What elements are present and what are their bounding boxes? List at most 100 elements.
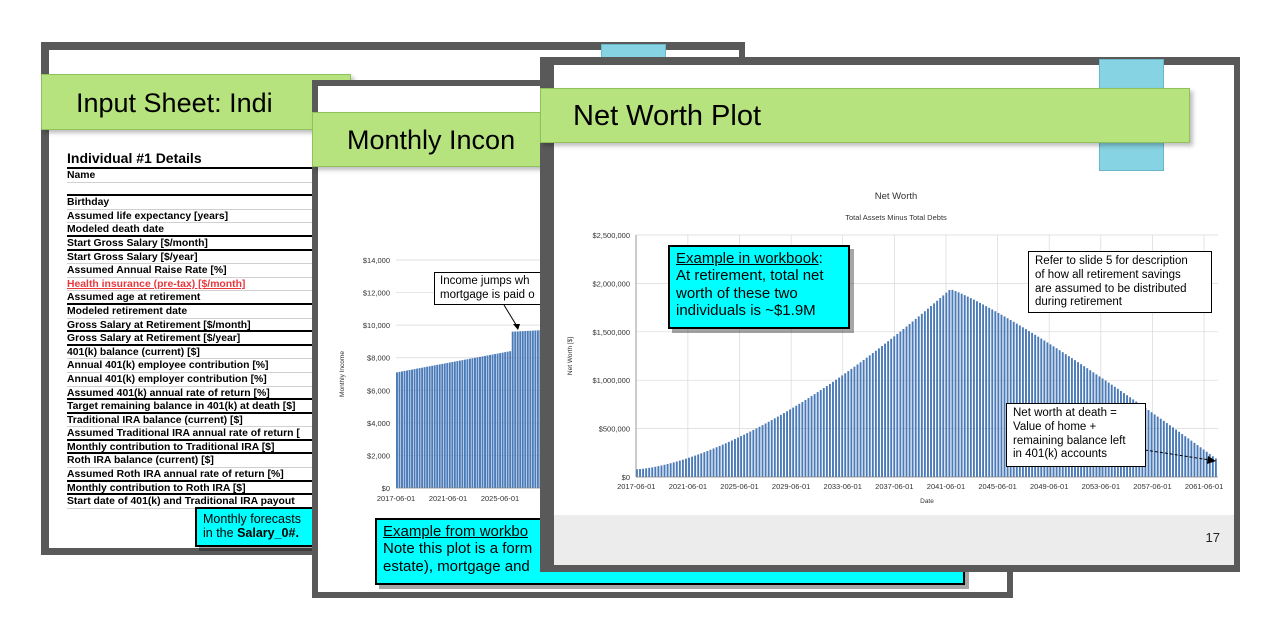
net-worth-bar <box>776 416 779 477</box>
net-worth-bar <box>963 295 966 477</box>
x-tick-label: 2033-06-01 <box>824 482 862 491</box>
income-bar <box>446 362 449 488</box>
net-worth-bar <box>887 341 890 477</box>
net-worth-bar <box>911 321 914 477</box>
x-tick-label: 2017-06-01 <box>617 482 655 491</box>
net-worth-bar <box>933 303 936 477</box>
net-worth-bar <box>905 326 908 477</box>
net-worth-bar <box>779 414 782 477</box>
net-worth-bar <box>1000 314 1003 477</box>
net-worth-bar <box>841 375 844 477</box>
x-axis-label: Date <box>920 498 934 505</box>
refer-line4: during retirement <box>1035 296 1122 309</box>
net-worth-bar <box>874 350 877 477</box>
net-worth-bar <box>1202 449 1205 477</box>
net-worth-bar <box>798 403 801 477</box>
net-worth-bar <box>979 302 981 477</box>
x-tick-label: 2057-06-01 <box>1133 482 1171 491</box>
callout-line1: Income jumps wh <box>440 275 530 287</box>
net-worth-bar <box>927 308 929 477</box>
net-worth-bar <box>939 298 942 477</box>
net-worth-bar <box>675 461 678 477</box>
income-bar <box>486 355 489 488</box>
net-worth-bar <box>1214 458 1217 477</box>
refer-line3: are assumed to be distributed <box>1035 282 1187 295</box>
income-bar <box>436 364 439 488</box>
y-tick-label: $1,000,000 <box>592 376 630 385</box>
net-worth-bar <box>1015 323 1018 477</box>
income-bar <box>418 368 421 488</box>
net-worth-bar <box>923 311 926 477</box>
net-worth-bar <box>1162 420 1165 477</box>
net-worth-bar <box>969 298 972 477</box>
net-worth-bar <box>988 307 991 477</box>
slide-2-note-line2: Note this plot is a form <box>383 540 533 558</box>
net-worth-bar <box>724 443 727 477</box>
net-worth-bar <box>951 289 954 477</box>
income-bar <box>521 331 524 488</box>
net-worth-bar <box>862 359 865 477</box>
net-worth-bar <box>1196 445 1199 477</box>
net-worth-bar <box>825 385 828 477</box>
net-worth-bar <box>856 364 859 477</box>
death-note-arrow <box>1144 449 1211 461</box>
income-bar <box>416 368 419 488</box>
slide-3-title: Net Worth Plot <box>540 88 1190 143</box>
example-line2: At retirement, total net <box>676 267 824 285</box>
net-worth-bar <box>691 456 694 477</box>
net-worth-bar <box>920 313 923 477</box>
chart-title: Net Worth <box>875 191 918 202</box>
net-worth-bar <box>669 463 672 477</box>
table-heading: Individual #1 Details <box>67 150 312 169</box>
x-tick-label: 2037-06-01 <box>875 482 913 491</box>
net-worth-bar <box>942 295 945 477</box>
net-worth-bar <box>648 467 651 477</box>
net-worth-bar <box>1003 316 1006 477</box>
net-worth-bar <box>639 468 641 477</box>
income-bar <box>499 353 502 488</box>
table-row: Birthday <box>67 196 312 210</box>
income-bar <box>511 331 514 488</box>
net-worth-bar <box>1172 427 1174 477</box>
net-worth-bar <box>709 449 712 477</box>
table-row: Name <box>67 169 312 183</box>
income-bar <box>406 370 408 488</box>
table-row: Roth IRA balance (current) [$] <box>67 454 312 469</box>
net-worth-bar <box>773 418 776 477</box>
income-bar <box>458 360 461 488</box>
individual-details-table: Individual #1 Details Name Birthday Assume… <box>67 150 312 509</box>
income-bar <box>529 330 532 488</box>
y-tick-label: $2,000,000 <box>592 279 630 288</box>
income-bar <box>411 369 414 488</box>
income-jump-callout: Income jumps wh mortgage is paid o <box>434 272 544 305</box>
net-worth-bar <box>1018 325 1021 477</box>
income-bar <box>479 356 481 488</box>
net-worth-bar <box>761 425 764 477</box>
callout-line2: mortgage is paid o <box>440 288 535 301</box>
table-row: Start date of 401(k) and Traditional IRA… <box>67 495 312 509</box>
net-worth-bar <box>1156 416 1159 477</box>
net-worth-bar <box>822 388 825 477</box>
net-worth-bar <box>660 465 663 477</box>
income-bar <box>443 363 446 488</box>
table-row: Assumed Annual Raise Rate [%] <box>67 264 312 278</box>
net-worth-bar <box>678 460 681 477</box>
net-worth-bar <box>957 292 960 477</box>
net-worth-bar <box>764 423 767 477</box>
y-tick-label: $6,000 <box>367 386 390 395</box>
net-worth-bar <box>838 377 841 477</box>
net-worth-bar <box>700 453 703 477</box>
net-worth-bar <box>1190 440 1193 477</box>
income-bar <box>489 354 492 488</box>
x-tick-label: 2025-06-01 <box>481 494 519 503</box>
income-bar <box>514 331 517 488</box>
income-bar <box>403 370 406 488</box>
slide-2-title-text: Monthly Incon <box>347 125 516 155</box>
net-worth-bar <box>795 405 798 477</box>
callout-arrowhead <box>513 324 520 330</box>
net-worth-bar <box>966 296 969 477</box>
net-worth-bar <box>740 436 743 477</box>
page-number: 17 <box>1205 530 1220 545</box>
income-bar <box>476 357 479 488</box>
income-bar <box>471 358 474 488</box>
